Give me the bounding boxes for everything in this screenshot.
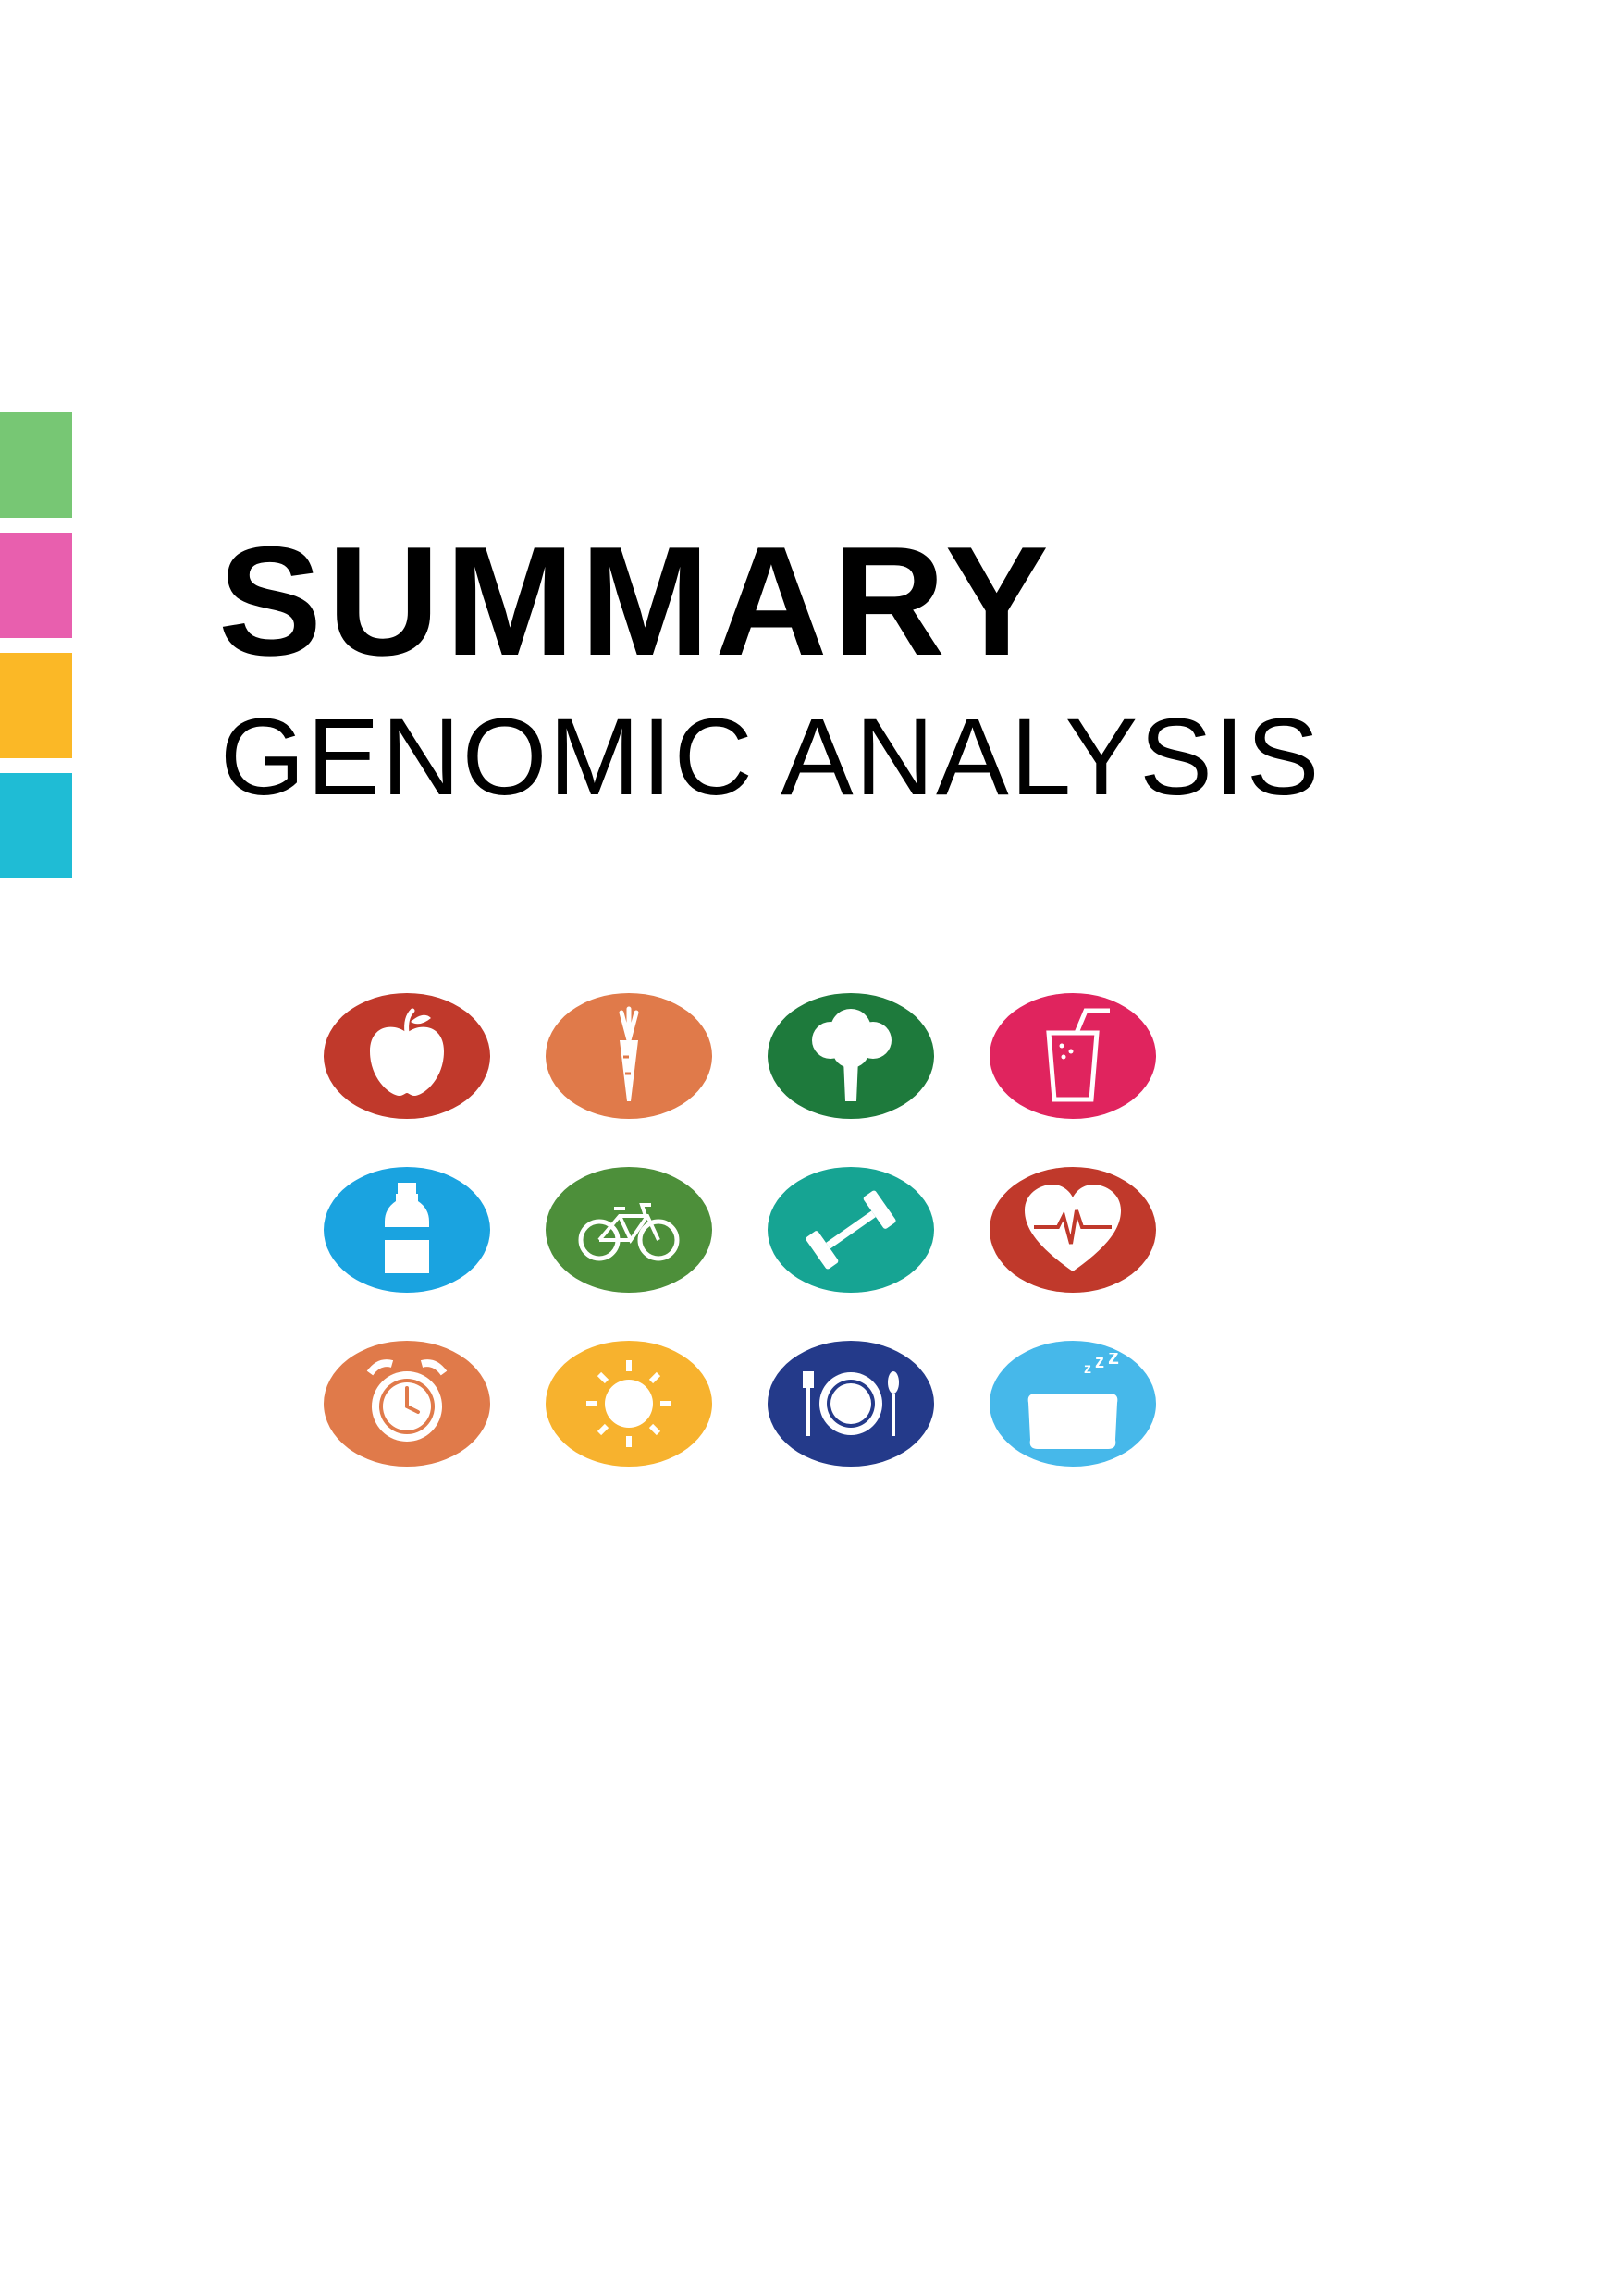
page-title: SUMMARY [218,514,1054,688]
juice-icon [990,993,1156,1119]
carrot-icon [546,993,712,1119]
svg-text:z: z [1095,1353,1104,1372]
svg-text:z: z [1084,1361,1091,1377]
color-bar-green [0,412,72,518]
color-bars [0,412,72,893]
broccoli-icon [768,993,934,1119]
alarm-clock-icon [324,1341,490,1467]
heart-rate-icon [990,1167,1156,1293]
color-bar-yellow [0,653,72,758]
apple-icon [324,993,490,1119]
bicycle-icon [546,1167,712,1293]
color-bar-pink [0,533,72,638]
water-bottle-icon [324,1167,490,1293]
color-bar-cyan [0,773,72,878]
dumbbell-icon [768,1167,934,1293]
svg-text:z: z [1108,1353,1119,1369]
page-subtitle: GENOMIC ANALYSIS [220,696,1322,818]
pillow-sleep-icon: z z z [990,1341,1156,1467]
plate-icon [768,1341,934,1467]
sun-icon [546,1341,712,1467]
